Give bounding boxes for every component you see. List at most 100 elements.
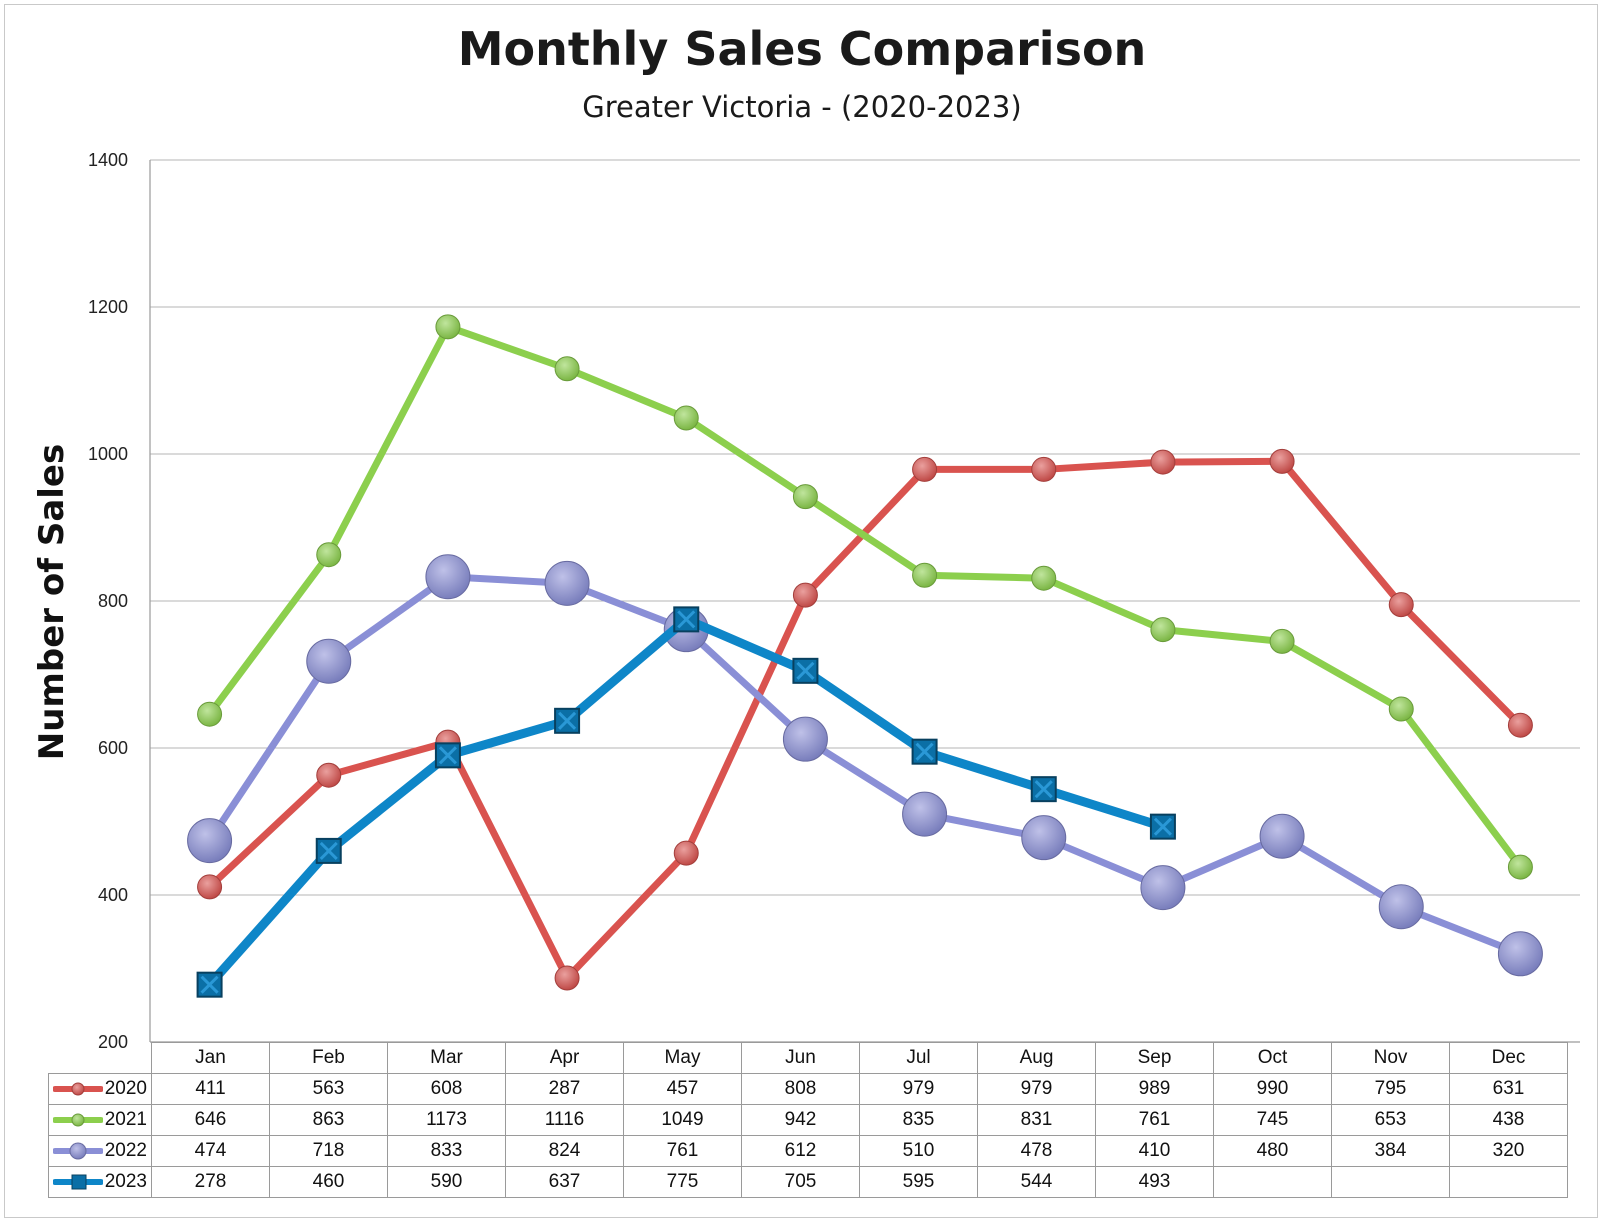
x-tick-label: Mar — [387, 1042, 506, 1074]
point-2021-Oct — [1269, 628, 1295, 654]
data-label: 989 — [1095, 1073, 1214, 1105]
data-label: 761 — [1095, 1104, 1214, 1136]
point-2023-Jul — [911, 738, 938, 765]
point-2022-Jul — [902, 791, 948, 837]
data-label — [1213, 1166, 1332, 1198]
point-2021-Jul — [912, 562, 938, 588]
point-2020-Nov — [1388, 592, 1414, 618]
table-row: 2022 474 718 833 824 761 612 510 478 410 480 384 320 — [48, 1135, 1568, 1167]
x-tick-label: Feb — [269, 1042, 388, 1074]
y-tick-label: 1000 — [88, 444, 128, 464]
data-label: 835 — [859, 1104, 978, 1136]
data-label: 1116 — [505, 1104, 624, 1136]
point-2021-May — [673, 405, 699, 431]
data-label: 384 — [1331, 1135, 1450, 1167]
legend-label: 2023 — [104, 1170, 147, 1192]
chart-title: Monthly Sales Comparison — [457, 22, 1147, 76]
legend-key-2023 — [52, 1174, 103, 1190]
data-label: 1049 — [623, 1104, 742, 1136]
x-tick-label: Jun — [741, 1042, 860, 1074]
x-tick-label: Nov — [1331, 1042, 1450, 1074]
data-label: 612 — [741, 1135, 860, 1167]
series-line-2022 — [206, 573, 1524, 958]
point-2020-Feb — [316, 762, 342, 788]
point-2023-Mar — [434, 742, 461, 769]
data-label: 474 — [151, 1135, 270, 1167]
data-label — [1331, 1166, 1450, 1198]
table-row: 2020 411 563 608 287 457 808 979 979 989 990 795 631 — [48, 1073, 1568, 1105]
point-2023-Jan — [196, 971, 223, 998]
x-tick-label: Oct — [1213, 1042, 1332, 1074]
point-2023-Jun — [792, 657, 819, 684]
point-2023-Aug — [1030, 776, 1057, 803]
point-2021-Dec — [1507, 854, 1533, 880]
point-2022-Apr — [544, 560, 590, 606]
data-label: 637 — [505, 1166, 624, 1198]
chart-frame — [4, 4, 1598, 1218]
legend-key-2020 — [52, 1082, 103, 1096]
table-header-row: Jan Feb Mar Apr May Jun Jul Aug Sep Oct Nov Dec — [48, 1042, 1568, 1074]
point-2022-Feb — [306, 638, 352, 684]
data-label: 653 — [1331, 1104, 1450, 1136]
data-label: 979 — [977, 1073, 1096, 1105]
data-label: 942 — [741, 1104, 860, 1136]
data-label: 478 — [977, 1135, 1096, 1167]
x-tick-label: Apr — [505, 1042, 624, 1074]
point-2021-Aug — [1031, 565, 1057, 591]
data-label: 775 — [623, 1166, 742, 1198]
data-label: 411 — [151, 1073, 270, 1105]
legend-label: 2022 — [104, 1139, 147, 1161]
point-2023-Feb — [315, 837, 342, 864]
data-label: 761 — [623, 1135, 742, 1167]
y-tick-label: 1200 — [88, 297, 128, 317]
point-2021-Mar — [435, 314, 461, 340]
legend-entry-2023: 2023 — [48, 1166, 152, 1198]
data-label: 493 — [1095, 1166, 1214, 1198]
data-label: 510 — [859, 1135, 978, 1167]
data-label: 705 — [741, 1166, 860, 1198]
data-label: 590 — [387, 1166, 506, 1198]
x-tick-label: Jan — [151, 1042, 270, 1074]
data-label: 808 — [741, 1073, 860, 1105]
data-label: 979 — [859, 1073, 978, 1105]
data-label: 544 — [977, 1166, 1096, 1198]
legend-key-2022 — [52, 1142, 103, 1160]
point-2020-Apr — [554, 965, 580, 991]
series-line-2023 — [205, 614, 1168, 990]
point-2023-Sep — [1149, 813, 1176, 840]
y-tick-label: 1400 — [88, 150, 128, 170]
x-tick-label: Jul — [859, 1042, 978, 1074]
point-2021-Feb — [316, 542, 342, 568]
data-label: 278 — [151, 1166, 270, 1198]
point-2020-Aug — [1031, 456, 1057, 482]
chart-subtitle: Greater Victoria - (2020-2023) — [582, 90, 1022, 124]
data-label: 457 — [623, 1073, 742, 1105]
point-2020-Sep — [1150, 449, 1176, 475]
data-label: 480 — [1213, 1135, 1332, 1167]
point-2021-Sep — [1150, 617, 1176, 643]
data-label: 990 — [1213, 1073, 1332, 1105]
point-2022-Jan — [187, 818, 233, 864]
data-label: 460 — [269, 1166, 388, 1198]
data-label: 608 — [387, 1073, 506, 1105]
data-label: 438 — [1449, 1104, 1568, 1136]
point-2020-Jun — [792, 582, 818, 608]
legend-marker — [71, 1082, 85, 1096]
point-2022-Nov — [1378, 884, 1424, 930]
data-label: 410 — [1095, 1135, 1214, 1167]
legend-entry-2020: 2020 — [48, 1073, 152, 1105]
point-2020-Oct — [1269, 448, 1295, 474]
point-2021-Jan — [197, 701, 223, 727]
point-2020-Jul — [912, 456, 938, 482]
point-2022-Dec — [1497, 931, 1543, 977]
point-2022-Sep — [1140, 865, 1186, 911]
legend-entry-2022: 2022 — [48, 1135, 152, 1167]
point-2022-Mar — [425, 554, 471, 600]
point-2022-Aug — [1021, 815, 1067, 861]
point-2023-May — [673, 606, 700, 633]
data-label: 563 — [269, 1073, 388, 1105]
data-label: 833 — [387, 1135, 506, 1167]
point-2021-Jun — [792, 484, 818, 510]
legend-marker — [69, 1142, 87, 1160]
